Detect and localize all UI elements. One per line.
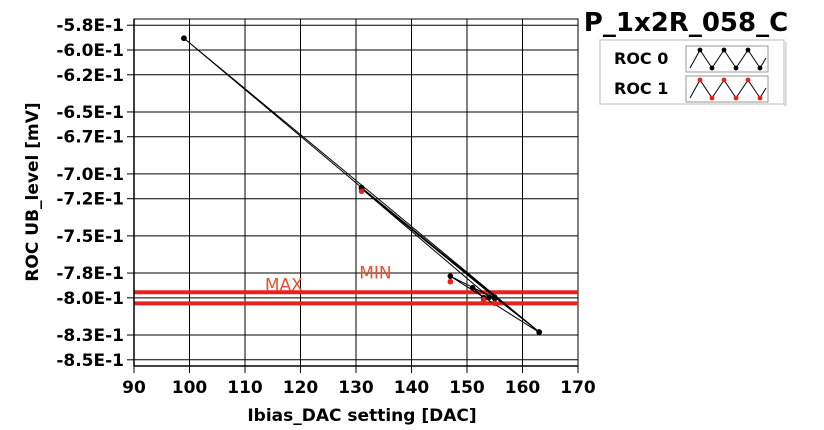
legend-marker (733, 65, 739, 71)
x-tick-label: 130 (338, 378, 374, 398)
x-tick-label: 90 (122, 378, 146, 398)
annotation-min: MIN (359, 263, 391, 283)
legend-marker (745, 47, 751, 53)
legend-marker (697, 77, 703, 83)
data-point (480, 296, 487, 303)
legend-line (689, 79, 767, 99)
y-tick-label: -7.5E-1 (56, 227, 124, 247)
y-tick-label: -8.3E-1 (56, 326, 124, 346)
data-point (486, 294, 493, 301)
x-tick-label: 150 (449, 378, 485, 398)
y-tick-label: -7.2E-1 (56, 190, 124, 210)
legend-marker (709, 95, 715, 101)
x-axis-title: Ibias_DAC setting [DAC] (247, 406, 476, 426)
y-tick-label: -6.7E-1 (56, 128, 124, 148)
grid (134, 19, 578, 366)
legend-marker (721, 47, 727, 53)
chart-title: P_1x2R_058_C (584, 8, 788, 38)
legend-line (689, 49, 767, 69)
y-tick-label: -8.5E-1 (56, 351, 124, 371)
y-tick-label: -7.0E-1 (56, 165, 124, 185)
annotation-max: MAX (265, 275, 303, 295)
legend-marker (721, 77, 727, 83)
data-point (491, 300, 498, 307)
y-tick-label: -5.8E-1 (56, 16, 124, 36)
y-tick-label: -7.8E-1 (56, 264, 124, 284)
legend-marker (733, 95, 739, 101)
series-1 (358, 188, 498, 307)
series-layer (181, 35, 542, 336)
legend-label: ROC 0 (614, 49, 668, 68)
legend-marker (697, 47, 703, 53)
annotations: MAX MIN (265, 263, 392, 295)
x-tick-label: 100 (172, 378, 208, 398)
legend-marker (709, 65, 715, 71)
x-tick-label: 160 (505, 378, 541, 398)
y-tick-label: -8.0E-1 (56, 289, 124, 309)
x-tick-label: 140 (394, 378, 430, 398)
x-tick-label: 170 (560, 378, 596, 398)
x-tick-label: 120 (283, 378, 319, 398)
x-tick-label: 110 (227, 378, 263, 398)
data-point (469, 284, 476, 291)
legend-marker (757, 95, 763, 101)
data-point (536, 329, 542, 335)
y-tick-label: -6.0E-1 (56, 41, 124, 61)
legend-label: ROC 1 (614, 79, 668, 98)
data-point (181, 35, 187, 42)
axes: 90 100 110 120 130 140 150 160 170 -5.8E-1 -6.0E-1… (56, 16, 596, 398)
data-point (447, 273, 454, 279)
y-tick-label: -6.5E-1 (56, 103, 124, 123)
data-point (447, 278, 454, 285)
y-axis-title: ROC UB_level [mV] (23, 102, 43, 281)
data-point (358, 188, 365, 195)
legend-marker (757, 65, 763, 71)
legend: ROC 0 ROC 1 (599, 39, 787, 106)
series-line (183, 37, 540, 333)
legend-marker (745, 77, 751, 83)
legend-box-shadow (784, 42, 787, 106)
y-tick-label: -6.2E-1 (56, 66, 124, 86)
data-point (491, 294, 498, 301)
